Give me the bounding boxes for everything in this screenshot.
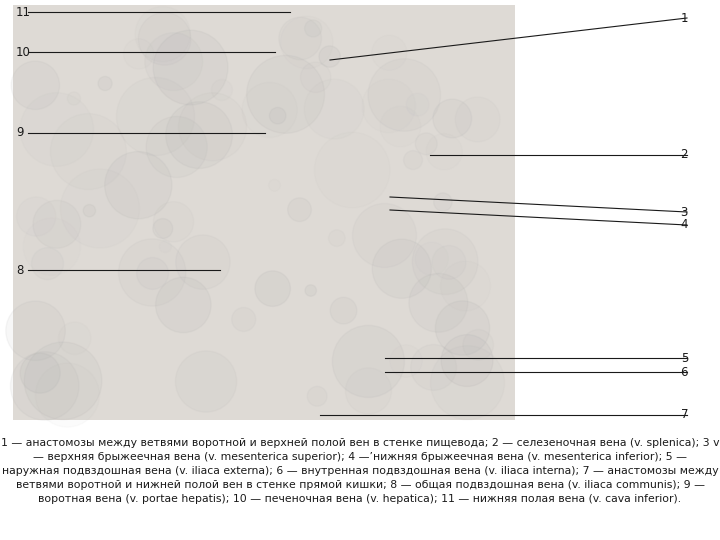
Circle shape [67,92,81,105]
Text: 2: 2 [680,148,688,161]
Circle shape [24,342,102,420]
Circle shape [98,77,112,91]
Text: 8: 8 [16,264,23,276]
Circle shape [455,97,500,142]
Circle shape [269,107,286,124]
Circle shape [372,239,431,298]
Text: 9: 9 [16,126,24,139]
Circle shape [300,62,331,92]
Circle shape [353,204,416,267]
Circle shape [153,30,228,105]
Circle shape [146,117,207,178]
Circle shape [137,258,168,289]
Circle shape [346,368,392,414]
Circle shape [11,352,79,420]
Circle shape [305,285,316,296]
Circle shape [333,326,405,397]
Circle shape [319,46,341,67]
Circle shape [255,271,290,306]
Circle shape [6,301,66,361]
Circle shape [50,113,127,190]
Text: 6: 6 [680,366,688,379]
Circle shape [138,12,191,65]
Circle shape [436,301,490,355]
Circle shape [20,353,60,393]
Circle shape [176,351,237,412]
Text: 7: 7 [680,408,688,422]
Circle shape [288,198,311,221]
Circle shape [433,193,452,211]
Circle shape [145,33,202,91]
Text: 3: 3 [680,206,688,219]
Text: 10: 10 [16,45,31,58]
Circle shape [409,273,468,332]
Circle shape [431,346,505,420]
Circle shape [11,61,60,110]
Circle shape [305,20,322,37]
Text: 11: 11 [16,5,31,18]
Circle shape [441,335,493,387]
Circle shape [119,239,186,306]
Circle shape [166,102,233,168]
Bar [13,5,515,420]
Text: 4: 4 [680,219,688,232]
Circle shape [432,246,466,279]
Circle shape [176,235,230,289]
Circle shape [307,386,327,406]
Circle shape [247,56,325,133]
Circle shape [279,17,321,60]
Text: 1 — анастомозы между ветвями воротной и верхней полой вен в стенке пищевода; 2 —: 1 — анастомозы между ветвями воротной и … [1,438,719,504]
Circle shape [117,77,194,156]
Circle shape [433,99,472,138]
Circle shape [413,229,478,294]
Circle shape [84,205,96,217]
Circle shape [33,200,81,248]
Circle shape [404,151,423,170]
Text: 1: 1 [680,11,688,24]
Circle shape [232,307,256,332]
Circle shape [104,152,172,219]
Circle shape [153,219,173,239]
Circle shape [328,230,345,246]
Circle shape [156,277,211,333]
Circle shape [179,93,246,161]
Circle shape [368,59,441,131]
Circle shape [330,298,357,324]
Circle shape [415,133,437,155]
Circle shape [463,329,493,360]
Circle shape [410,345,456,390]
Text: 5: 5 [680,352,688,365]
Circle shape [32,248,63,280]
